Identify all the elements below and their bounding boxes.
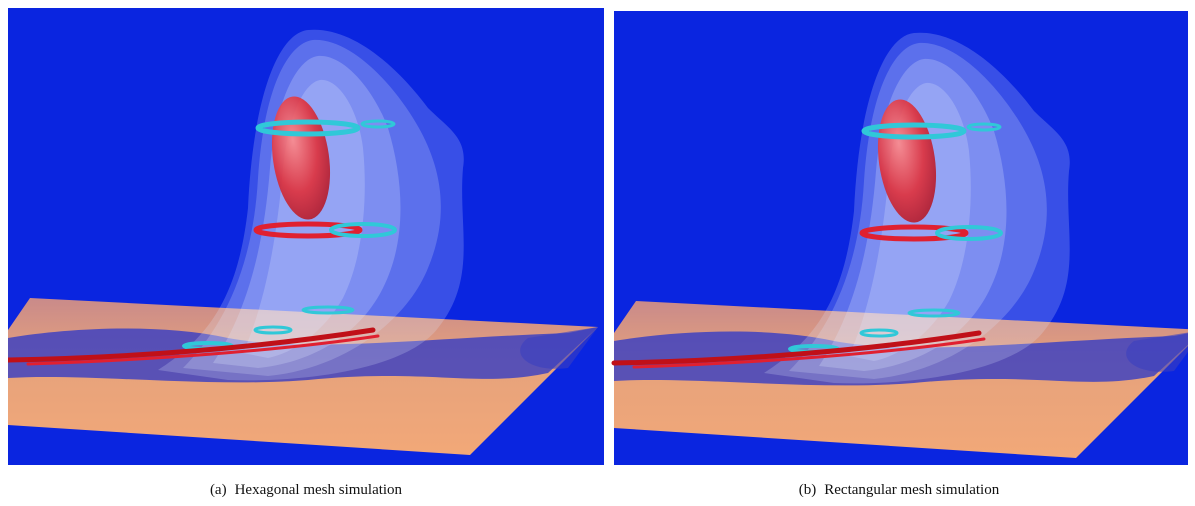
caption-text: Hexagonal mesh simulation: [235, 482, 402, 498]
caption-label: (b): [799, 482, 817, 498]
page: (a) Hexagonal mesh simulation (b) Rectangu…: [0, 0, 1195, 506]
figure-image-a: [8, 8, 604, 465]
caption-b: (b) Rectangular mesh simulation: [610, 482, 1188, 499]
figure-image-b: [614, 11, 1195, 468]
figure: [0, 0, 1195, 506]
caption-label: (a): [210, 482, 227, 498]
caption-a: (a) Hexagonal mesh simulation: [8, 482, 604, 499]
caption-text: Rectangular mesh simulation: [824, 482, 999, 498]
